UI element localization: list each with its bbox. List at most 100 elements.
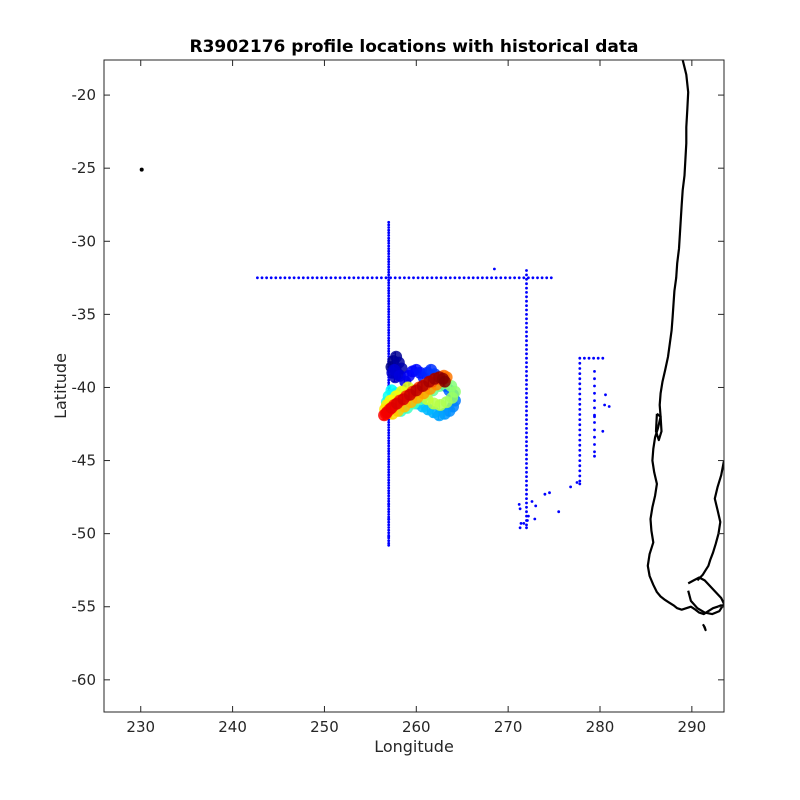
y-tick-label: -30 [72,232,97,250]
historical-point [525,466,528,470]
historical-point [387,347,391,350]
historical-point [387,510,391,514]
historical-point [525,326,528,329]
historical-point [525,348,528,351]
historical-point [387,515,391,519]
profile-points-layer: 1111111111111111111111111111111111111111… [378,350,461,424]
historical-point [543,492,547,496]
historical-point [387,257,391,261]
historical-point [525,488,528,492]
profile-number-label: 1 [430,373,438,388]
historical-point [387,226,391,229]
historical-point [533,517,537,521]
historical-point [525,361,528,364]
historical-point [525,431,528,435]
historical-point [525,501,528,505]
historical-point [387,539,391,543]
historical-point [387,349,391,353]
historical-point [525,277,528,281]
historical-point [525,510,528,514]
historical-point [380,276,383,280]
x-tick-label: 270 [494,718,523,736]
isolated-point-layer [139,167,144,172]
historical-point [338,276,342,280]
historical-point [387,339,391,343]
profile-number-label: 1 [399,401,407,416]
historical-point [387,328,391,332]
historical-point [269,276,273,280]
y-tick-label: -60 [72,671,97,689]
historical-point [525,352,528,356]
profile-number-label: 1 [406,396,414,411]
historical-point [387,281,391,285]
profile-number-label: 1 [422,393,430,408]
historical-point [387,273,391,277]
historical-point [387,423,391,427]
historical-point [387,460,391,464]
historical-point [387,503,391,506]
historical-point [387,470,391,474]
historical-point [306,276,310,280]
historical-point [292,276,296,280]
historical-point [387,431,391,435]
historical-point [525,365,528,369]
historical-point [578,372,582,375]
profile-number-label: 1 [387,402,395,417]
historical-point [536,276,539,280]
historical-point [578,397,582,401]
x-axis-ticks: 230 240 250 260 270 280 290 [126,60,706,736]
historical-point [525,444,528,448]
historical-point [578,454,582,457]
historical-point [425,276,429,280]
historical-point [525,282,528,286]
profile-number-label: 1 [419,371,427,386]
historical-point [387,315,391,319]
historical-point [593,384,596,388]
historical-point [525,405,528,408]
historical-point [493,267,496,271]
historical-point [525,299,528,303]
historical-point [387,344,391,348]
historical-point [513,276,516,280]
historical-point [578,428,582,432]
historical-point [578,361,582,365]
historical-point [387,473,391,477]
historical-point [393,276,397,280]
historical-point [435,276,438,280]
historical-point [387,531,391,535]
historical-point [518,526,522,530]
historical-point [389,276,392,280]
profile-number-label: 1 [398,393,406,408]
historical-point [430,276,434,280]
historical-point [578,392,582,396]
historical-point [387,291,391,295]
historical-point [476,276,480,280]
historical-point [387,336,391,340]
historical-point [531,276,535,280]
historical-point [481,276,484,280]
historical-point [525,400,528,404]
y-axis-ticks: -20 -25 -30 -35 -40 -45 -50 -55 -60 [72,86,724,689]
profile-number-label: 1 [382,406,390,421]
historical-point [387,302,391,306]
historical-point [578,479,582,483]
historical-point [522,276,526,280]
historical-point [593,399,596,402]
coastline-islands [701,623,707,632]
historical-point [578,387,582,391]
profile-number-label: 1 [423,403,431,418]
historical-point [453,276,457,280]
historical-point [593,415,596,419]
historical-point [525,435,528,439]
historical-point [525,304,528,307]
historical-point [557,510,561,514]
historical-point [525,462,528,465]
historical-point [370,276,374,280]
historical-point [387,436,391,440]
coastline-chile [646,60,724,616]
historical-point [387,318,391,321]
historical-point [387,478,391,482]
historical-point [540,276,544,280]
historical-point [593,454,596,458]
historical-point [387,378,391,382]
